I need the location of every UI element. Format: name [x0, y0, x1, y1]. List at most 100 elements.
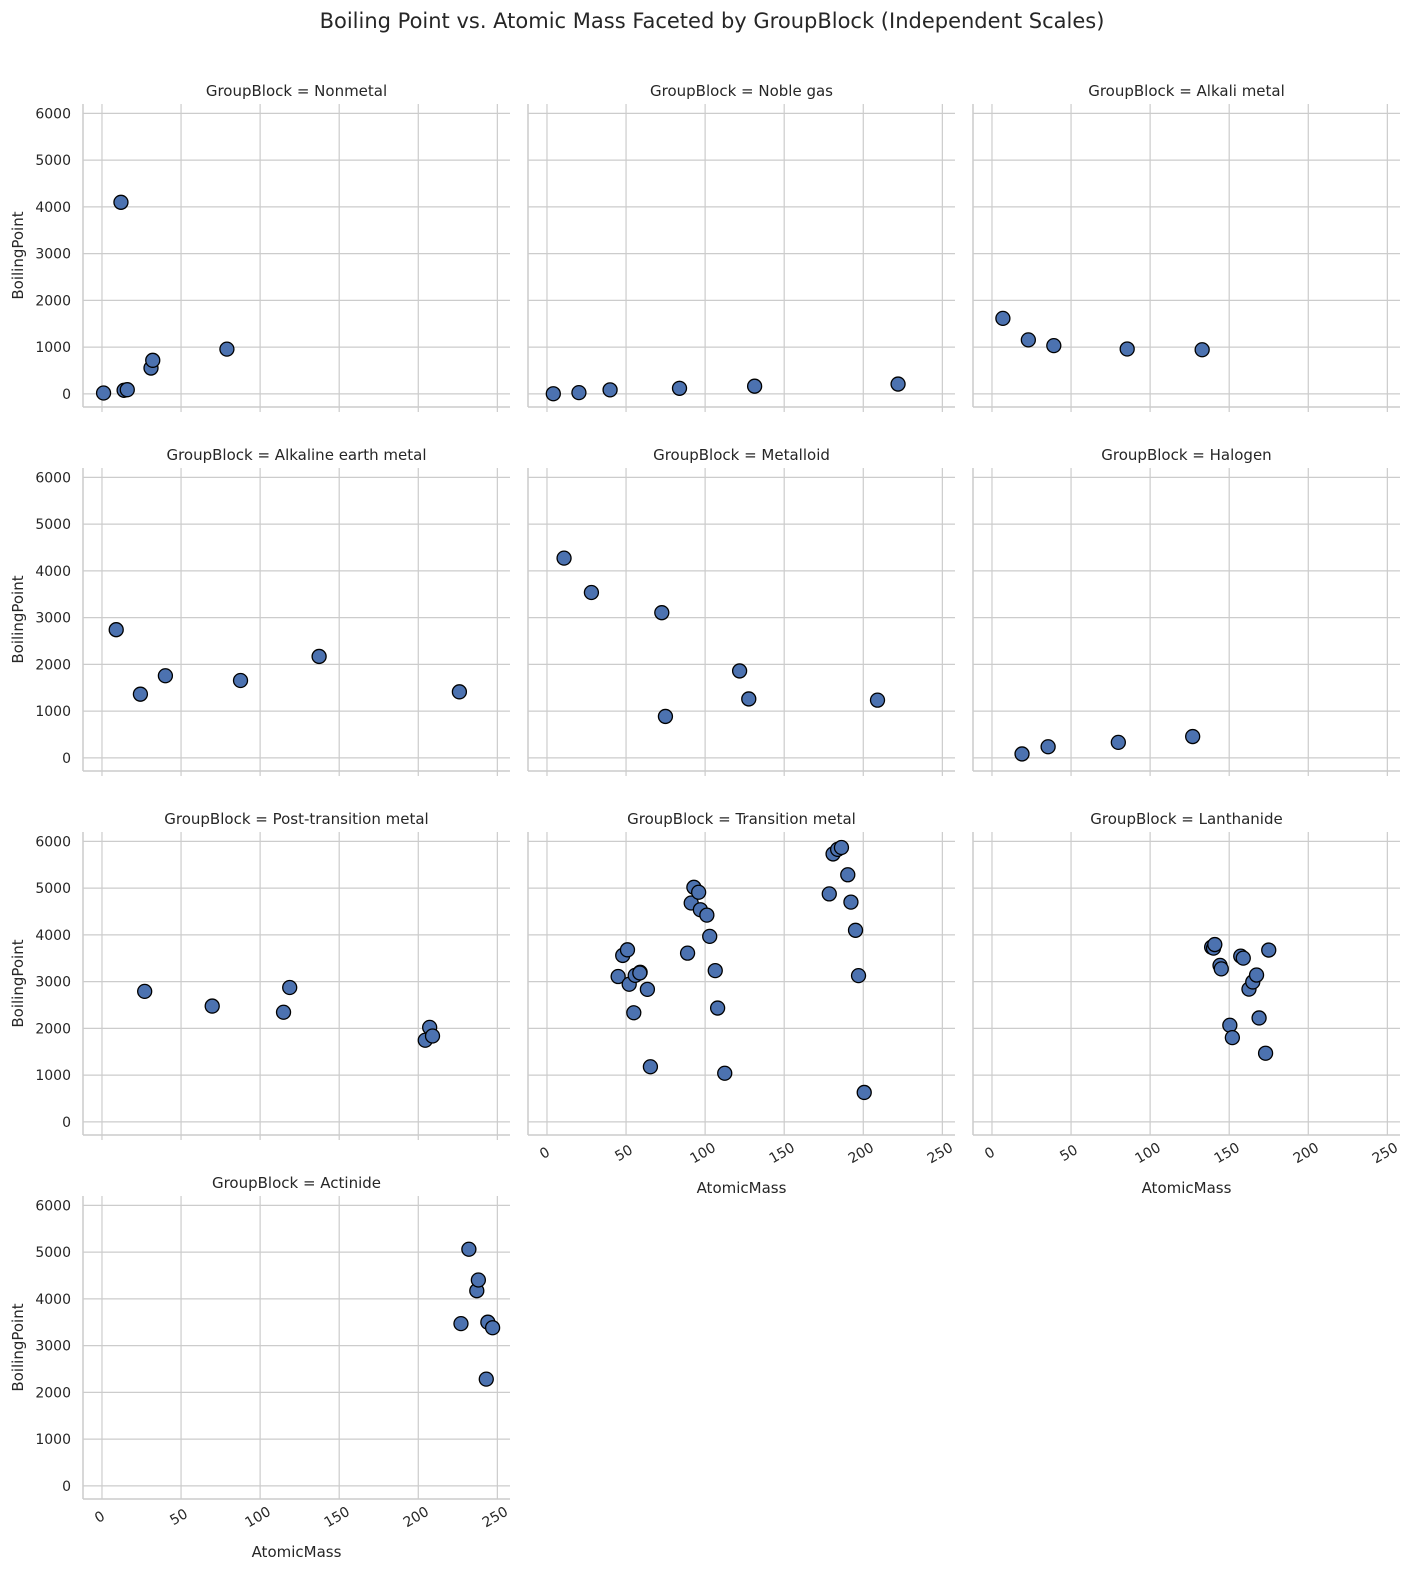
data-point	[1194, 342, 1210, 358]
y-tick-label: 3000	[35, 611, 71, 627]
data-point	[632, 965, 648, 981]
data-point	[731, 663, 748, 679]
x-tick-label: 100	[243, 1504, 274, 1531]
y-tick-label: 3000	[35, 247, 71, 263]
data-point	[219, 341, 235, 357]
data-point	[856, 1084, 872, 1101]
data-point	[642, 1059, 659, 1075]
data-point	[657, 708, 674, 725]
y-tick-label: 5000	[35, 881, 71, 897]
x-tick-label: 0	[982, 1144, 998, 1162]
data-point	[1251, 1010, 1267, 1026]
facet-panel: GroupBlock = Nonmetal 0 1000 2000 3000 4000 50…	[9, 82, 510, 412]
y-tick-label: 5000	[35, 517, 71, 533]
data-point	[746, 378, 763, 394]
x-tick-label: 250	[1370, 1140, 1401, 1167]
y-tick-label: 4000	[35, 564, 71, 580]
x-tick-label: 200	[401, 1504, 432, 1531]
data-point	[132, 686, 149, 702]
data-point	[157, 668, 174, 684]
data-point	[1235, 950, 1251, 966]
data-point	[232, 672, 249, 689]
data-point	[671, 380, 688, 396]
data-point	[1207, 936, 1223, 953]
facet-title: GroupBlock = Post-transition metal	[164, 810, 428, 828]
data-point	[113, 194, 129, 210]
y-tick-label: 4000	[35, 200, 71, 216]
data-point	[556, 550, 572, 566]
data-point	[1222, 1017, 1238, 1033]
data-point	[451, 684, 468, 700]
data-point	[282, 979, 298, 996]
y-tick-label: 4000	[35, 928, 71, 944]
y-tick-label: 1000	[35, 704, 71, 720]
facet-panel: GroupBlock = Halogen	[972, 446, 1400, 776]
facet-panel: GroupBlock = Actinide0100020003000400050…	[9, 1174, 511, 1561]
x-tick-label: 100	[1133, 1140, 1164, 1167]
x-axis-label: AtomicMass	[697, 1179, 787, 1197]
data-point	[1110, 734, 1126, 751]
y-axis-label: BoilingPoint	[9, 1303, 27, 1391]
data-point	[571, 384, 587, 401]
y-tick-label: 5000	[35, 153, 71, 169]
data-point	[995, 310, 1011, 327]
data-point	[145, 352, 161, 368]
facet-title: GroupBlock = Alkali metal	[1088, 82, 1285, 100]
data-point	[1213, 961, 1229, 977]
x-axis-label: AtomicMass	[252, 1543, 342, 1561]
x-tick-label: 0	[537, 1144, 553, 1162]
data-point	[610, 968, 626, 985]
y-tick-label: 2000	[35, 293, 71, 309]
data-point	[602, 382, 618, 398]
data-point	[275, 1004, 292, 1020]
y-axis-label: BoilingPoint	[9, 939, 27, 1027]
facet-title: GroupBlock = Actinide	[212, 1174, 381, 1192]
data-point	[1040, 739, 1056, 755]
x-tick-label: 250	[925, 1140, 956, 1167]
facet-panel: GroupBlock = Transition metal 0 50 100 150 20…	[527, 810, 956, 1197]
data-point	[119, 382, 135, 398]
data-point	[1257, 1045, 1274, 1061]
data-point	[1119, 341, 1135, 357]
facet-panel: GroupBlock = Metalloid	[527, 446, 955, 776]
data-point	[1020, 332, 1037, 348]
data-point	[679, 945, 696, 961]
facet-title: GroupBlock = Noble gas	[650, 82, 833, 100]
data-point	[137, 983, 153, 1000]
x-tick-label: 200	[846, 1140, 877, 1167]
y-tick-label: 0	[62, 387, 71, 403]
y-axis-label: BoilingPoint	[9, 575, 27, 663]
data-point	[1014, 746, 1030, 762]
y-tick-label: 0	[62, 1115, 71, 1131]
x-axis-label: AtomicMass	[1142, 1179, 1232, 1197]
y-tick-label: 2000	[35, 657, 71, 673]
data-point	[890, 376, 906, 392]
data-point	[1248, 967, 1265, 983]
y-tick-label: 0	[62, 751, 71, 767]
y-tick-label: 6000	[35, 1198, 71, 1214]
y-tick-label: 3000	[35, 975, 71, 991]
y-tick-label: 1000	[35, 340, 71, 356]
data-point	[626, 1005, 642, 1021]
facet-title: GroupBlock = Metalloid	[653, 446, 830, 464]
data-point	[424, 1028, 441, 1044]
data-point	[1224, 1029, 1241, 1046]
data-point	[850, 967, 867, 984]
data-point	[702, 928, 718, 945]
y-tick-label: 1000	[35, 1432, 71, 1448]
facet-title: GroupBlock = Alkaline earth metal	[166, 446, 426, 464]
x-tick-label: 50	[1057, 1142, 1080, 1165]
data-point	[741, 691, 757, 707]
data-point	[311, 648, 327, 665]
data-point	[478, 1371, 494, 1387]
data-point	[821, 886, 837, 902]
y-tick-label: 0	[62, 1479, 71, 1495]
data-point	[654, 605, 670, 621]
y-tick-label: 5000	[35, 1245, 71, 1261]
data-point	[545, 386, 561, 402]
data-point	[453, 1315, 469, 1332]
data-point	[1046, 338, 1062, 354]
x-tick-label: 200	[1291, 1140, 1322, 1167]
facet-panel: GroupBlock = Lanthanide 0 50 100 150 200 250 At…	[972, 810, 1401, 1197]
